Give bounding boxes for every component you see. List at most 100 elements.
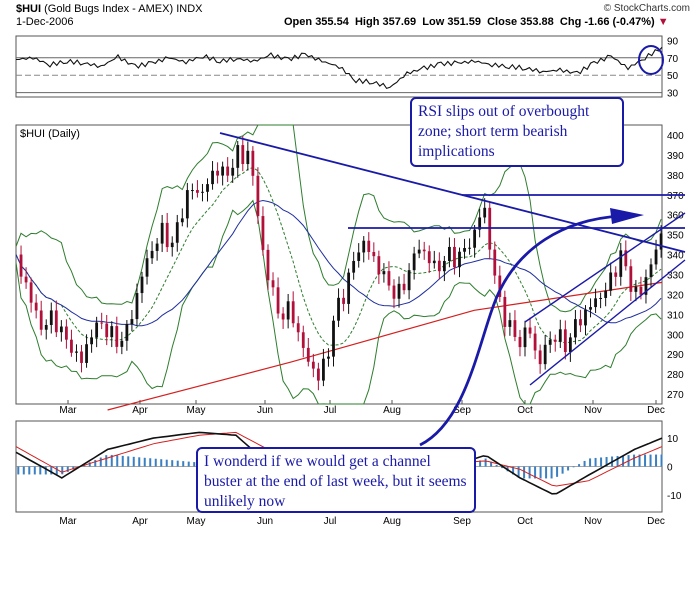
macd-month-label: Apr — [132, 516, 148, 527]
candle-body — [266, 249, 270, 281]
candle-body — [211, 170, 214, 185]
macd-histogram-bar — [644, 454, 647, 467]
month-label: Dec — [647, 405, 665, 416]
macd-histogram-bar — [143, 457, 146, 467]
macd-histogram-bar — [578, 464, 581, 467]
candle-body — [523, 327, 527, 348]
macd-histogram-bar — [572, 466, 575, 468]
price-tick-label: 300 — [667, 330, 684, 341]
candle-body — [59, 326, 63, 333]
brand-watermark: © StockCharts.com — [603, 3, 690, 14]
candle-body — [256, 175, 260, 217]
candle-body — [468, 247, 471, 249]
macd-month-label: May — [187, 516, 206, 527]
curved-arrow-head — [610, 208, 644, 224]
macd-histogram-bar — [528, 466, 531, 479]
macd-histogram-bar — [484, 458, 487, 467]
candle-body — [85, 344, 88, 363]
price-tick-label: 340 — [667, 251, 684, 262]
channel-upper-line — [524, 212, 686, 323]
macd-histogram-bar — [127, 456, 130, 467]
month-label: May — [187, 405, 206, 416]
downtrend-line — [219, 132, 686, 253]
channel-lower-line — [529, 259, 686, 386]
candle-body — [180, 218, 184, 223]
rsi-line — [16, 46, 663, 90]
candle-body — [402, 283, 406, 291]
candle-body — [286, 301, 290, 320]
candle-body — [397, 283, 401, 299]
macd-histogram-bar — [501, 466, 504, 469]
candle-body — [604, 290, 608, 298]
macd-histogram-bar — [660, 454, 663, 467]
candle-body — [105, 323, 109, 338]
macd-histogram-bar — [517, 466, 520, 478]
macd-histogram-bar — [33, 466, 36, 475]
rsi-tick-label: 30 — [667, 89, 679, 100]
price-panel-label: $HUI (Daily) — [20, 128, 80, 140]
macd-histogram-bar — [655, 454, 658, 467]
candle-body — [271, 280, 275, 288]
macd-histogram-bar — [66, 466, 69, 472]
candle-body — [614, 272, 618, 277]
candle-body — [453, 246, 456, 268]
price-tick-label: 360 — [667, 211, 684, 222]
bollinger-lower — [15, 199, 662, 405]
price-tick-label: 270 — [667, 390, 684, 401]
candle-body — [316, 368, 320, 381]
macd-histogram-bar — [589, 458, 592, 467]
price-tick-label: 330 — [667, 270, 684, 281]
candle-body — [619, 250, 623, 277]
candle-body — [483, 207, 487, 218]
candle-body — [175, 222, 179, 243]
candle-body — [493, 249, 497, 276]
macd-histogram-bar — [561, 466, 564, 474]
candle-body — [34, 302, 38, 311]
month-label: Nov — [584, 405, 602, 416]
macd-histogram-bar — [165, 459, 168, 467]
candle-body — [533, 333, 537, 351]
rsi-tick-label: 90 — [667, 36, 679, 47]
macd-histogram-bar — [50, 466, 53, 475]
macd-histogram-bar — [193, 462, 196, 467]
macd-histogram-bar — [99, 457, 102, 467]
candle-body — [377, 256, 381, 275]
candle-body — [246, 150, 250, 165]
ma-mid-line — [15, 199, 662, 327]
candle-body — [291, 301, 295, 324]
chart-date: 1-Dec-2006 — [16, 16, 74, 28]
candle-body — [185, 190, 189, 219]
candle-body — [196, 190, 199, 193]
macd-month-label: Aug — [383, 516, 401, 527]
macd-histogram-bar — [594, 457, 597, 467]
macd-histogram-bar — [116, 455, 119, 467]
candle-body — [649, 264, 653, 278]
candle-body — [498, 275, 502, 297]
macd-histogram-bar — [556, 466, 559, 477]
candle-body — [634, 286, 638, 292]
macd-month-label: Jun — [257, 516, 273, 527]
macd-histogram-bar — [567, 466, 570, 471]
candle-body — [296, 323, 300, 333]
ma-long-line — [107, 281, 663, 411]
bollinger-upper — [15, 124, 662, 313]
candle-body — [322, 358, 325, 381]
candle-body — [135, 293, 139, 320]
candle-body — [64, 326, 68, 340]
macd-histogram-bar — [182, 461, 185, 467]
candle-body — [347, 272, 351, 304]
macd-histogram-bar — [22, 466, 25, 475]
candle-body — [125, 324, 129, 341]
candle-body — [624, 250, 628, 267]
candle-body — [281, 313, 285, 320]
candle-body — [548, 339, 552, 345]
candle-body — [145, 258, 149, 277]
candle-body — [387, 271, 391, 286]
candle-body — [463, 248, 466, 252]
candle-body — [80, 351, 83, 363]
channel-annotation: I wonderd if we would get a channel bust… — [196, 447, 476, 513]
candle-body — [448, 246, 451, 262]
candle-body — [407, 270, 411, 291]
month-label: Jul — [324, 405, 337, 416]
